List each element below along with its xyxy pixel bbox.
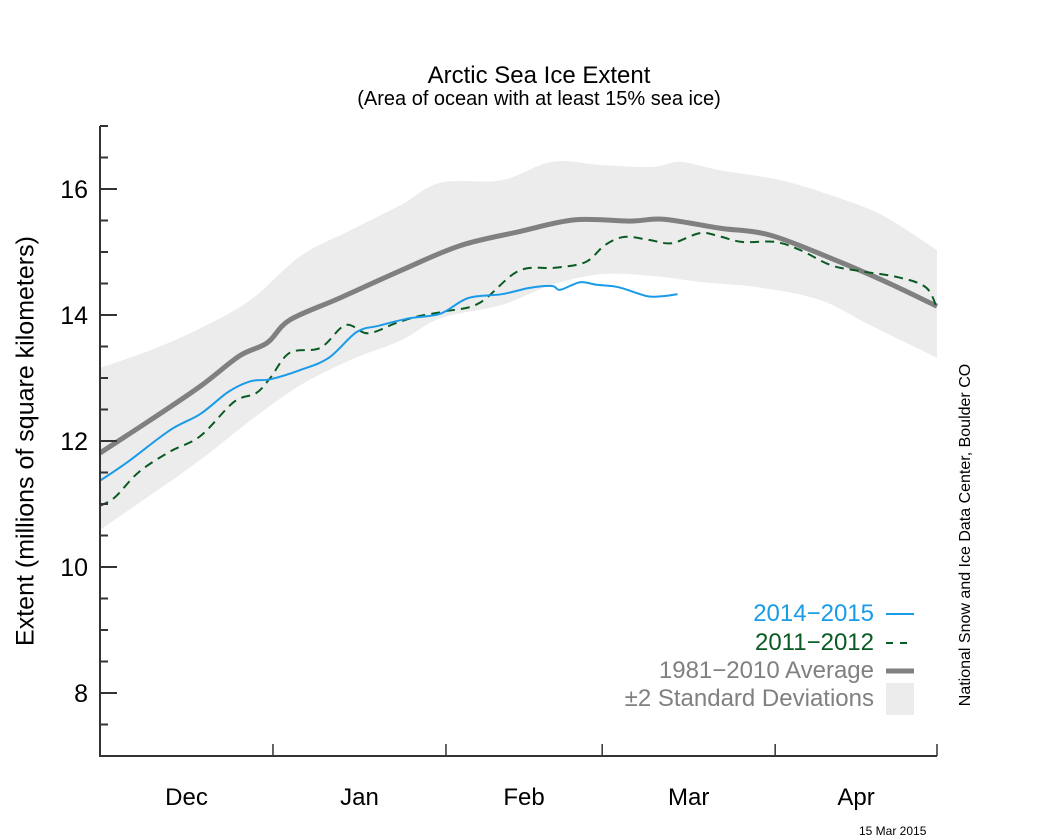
y-axis-label: Extent (millions of square kilometers) bbox=[11, 236, 40, 646]
y-tick-label: 16 bbox=[60, 176, 88, 204]
x-tick-label: Jan bbox=[340, 784, 379, 811]
series-2011-2012-line bbox=[99, 231, 938, 507]
legend-label-average: 1981−2010 Average bbox=[658, 657, 874, 684]
chart-title: Arctic Sea Ice Extent bbox=[427, 62, 651, 89]
legend-label-2011-2012: 2011−2012 bbox=[754, 629, 874, 656]
credit-label: National Snow and Ice Data Center, Bould… bbox=[957, 363, 974, 707]
y-tick-label: 14 bbox=[60, 302, 88, 330]
legend-label-2014-2015: 2014−2015 bbox=[753, 600, 874, 627]
y-tick-label: 12 bbox=[60, 428, 88, 456]
x-tick-label: Apr bbox=[837, 784, 874, 811]
std-dev-band-layer bbox=[100, 161, 937, 530]
legend-label-std-dev: ±2 Standard Deviations bbox=[624, 685, 874, 712]
x-tick-label: Dec bbox=[165, 784, 208, 811]
date-stamp: 15 Mar 2015 bbox=[859, 824, 927, 838]
series-2014-2015-line bbox=[99, 281, 678, 482]
series-average-line bbox=[98, 216, 939, 456]
chart-subtitle: (Area of ocean with at least 15% sea ice… bbox=[357, 88, 721, 110]
axis-layer: 8 10 12 14 16 Dec Jan Feb Mar Apr bbox=[60, 125, 938, 811]
y-tick-label: 8 bbox=[74, 680, 88, 708]
y-tick-label: 10 bbox=[60, 554, 88, 582]
series-layer bbox=[98, 216, 939, 507]
legend-swatch-layer bbox=[886, 613, 914, 715]
legend-swatch-std-dev bbox=[886, 683, 914, 715]
std-dev-band bbox=[100, 161, 937, 530]
x-tick-label: Feb bbox=[503, 784, 544, 811]
x-tick-label: Mar bbox=[668, 784, 709, 811]
